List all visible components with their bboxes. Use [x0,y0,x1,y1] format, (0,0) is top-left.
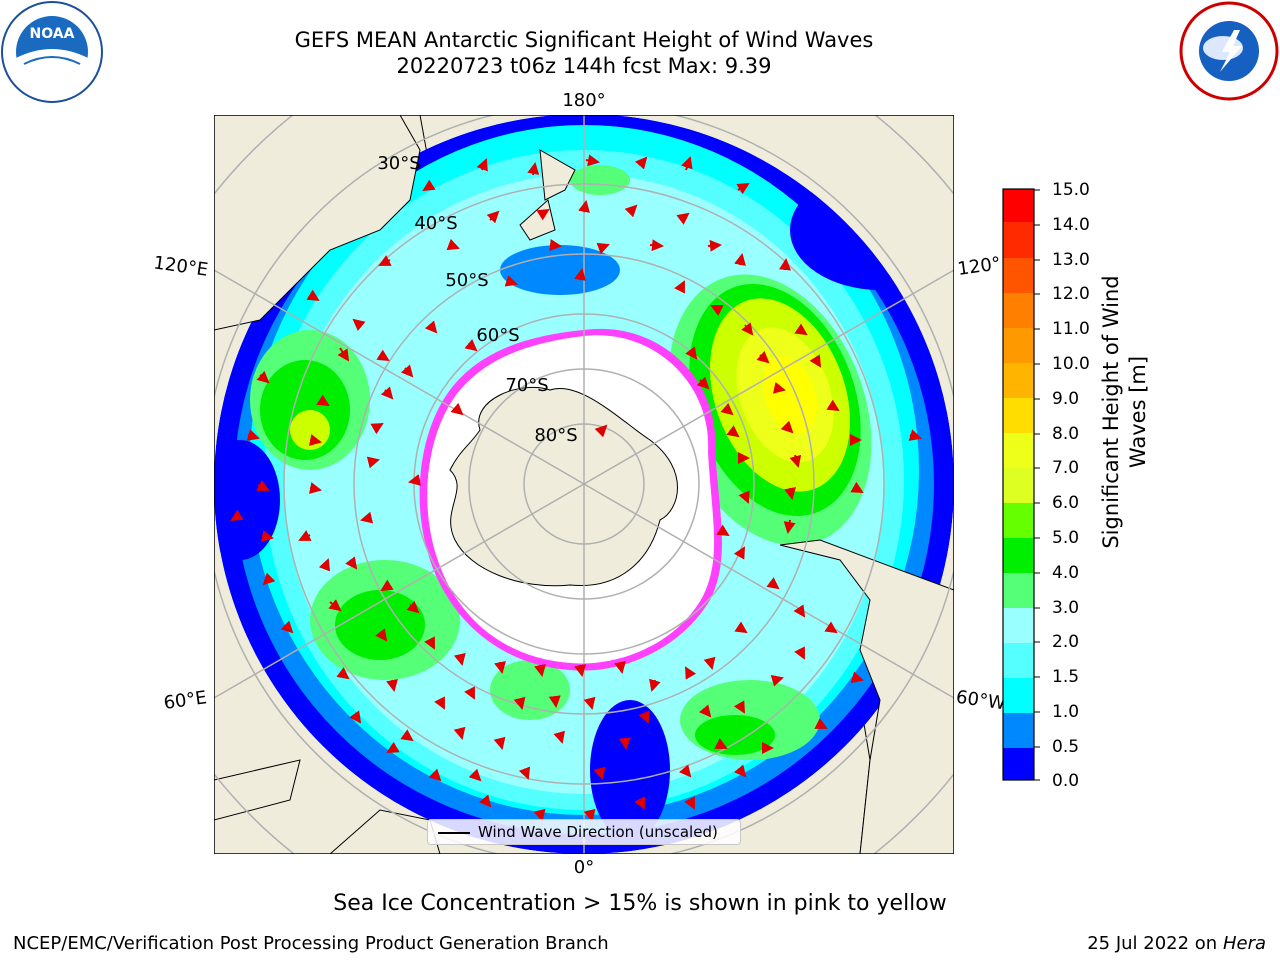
generation-date: 25 Jul 2022 on Hera [1087,933,1266,954]
colorbar-tick: 4.0 [1052,563,1080,583]
lon-label-60e: 60°E [162,687,208,714]
colorbar-tick: 11.0 [1052,319,1090,339]
svg-text:NOAA: NOAA [30,26,75,42]
wind-wave-arrows [230,154,922,822]
colorbar-label: Significant Height of Wind Waves [m] [1099,275,1150,549]
colorbar-tick: 15.0 [1052,180,1090,200]
colorbar-tick: 5.0 [1052,528,1080,548]
lat-label-30s: 30°S [377,153,420,174]
colorbar-tick: 2.0 [1052,632,1080,652]
lat-label-70s: 70°S [505,375,548,396]
colorbar-tick: 13.0 [1052,250,1090,270]
figure-title-line1: GEFS MEAN Antarctic Significant Height o… [294,28,874,52]
graticule-labels: 180° 120°E 120° 60°E 60°W 0° 30°S 40°S 5… [152,90,1007,878]
lat-label-50s: 50°S [445,270,488,291]
colorbar-tick: 0.0 [1052,771,1080,791]
map-legend: Wind Wave Direction (unscaled) [427,819,741,845]
colorbar-tick: 9.0 [1052,389,1080,409]
lon-label-120w: 120° [956,253,1002,280]
lon-label-60w: 60°W [955,687,1007,715]
colorbar-tick: 0.5 [1052,737,1080,757]
colorbar-tick: 10.0 [1052,354,1090,374]
colorbar-tick: 1.0 [1052,702,1080,722]
colorbar-tick: 7.0 [1052,458,1080,478]
noaa-logo: NOAA [1,1,103,103]
legend-label: Wind Wave Direction (unscaled) [478,823,718,841]
lat-label-60s: 60°S [476,325,519,346]
figure-title-line2: 20220723 t06z 144h fcst Max: 9.39 [396,54,772,78]
colorbar-tick: 8.0 [1052,424,1080,444]
colorbar-tick: 3.0 [1052,598,1080,618]
machine-name: Hera [1222,933,1266,954]
colorbar-tick: 12.0 [1052,284,1090,304]
producer-credit: NCEP/EMC/Verification Post Processing Pr… [13,933,609,954]
colorbar-tick: 6.0 [1052,493,1080,513]
national-weather-service-logo [1179,1,1279,101]
lon-label-120e: 120°E [152,252,209,280]
lat-label-40s: 40°S [414,213,457,234]
sea-ice-note: Sea Ice Concentration > 15% is shown in … [333,891,947,916]
lon-label-180: 180° [562,90,605,111]
colorbar-tick: 14.0 [1052,215,1090,235]
colorbar [1002,188,1040,781]
lat-label-80s: 80°S [534,425,577,446]
lon-label-0: 0° [574,857,594,878]
colorbar-tick: 1.5 [1052,667,1080,687]
legend-line-swatch [438,832,470,834]
date-text: 25 Jul 2022 on [1087,933,1223,954]
